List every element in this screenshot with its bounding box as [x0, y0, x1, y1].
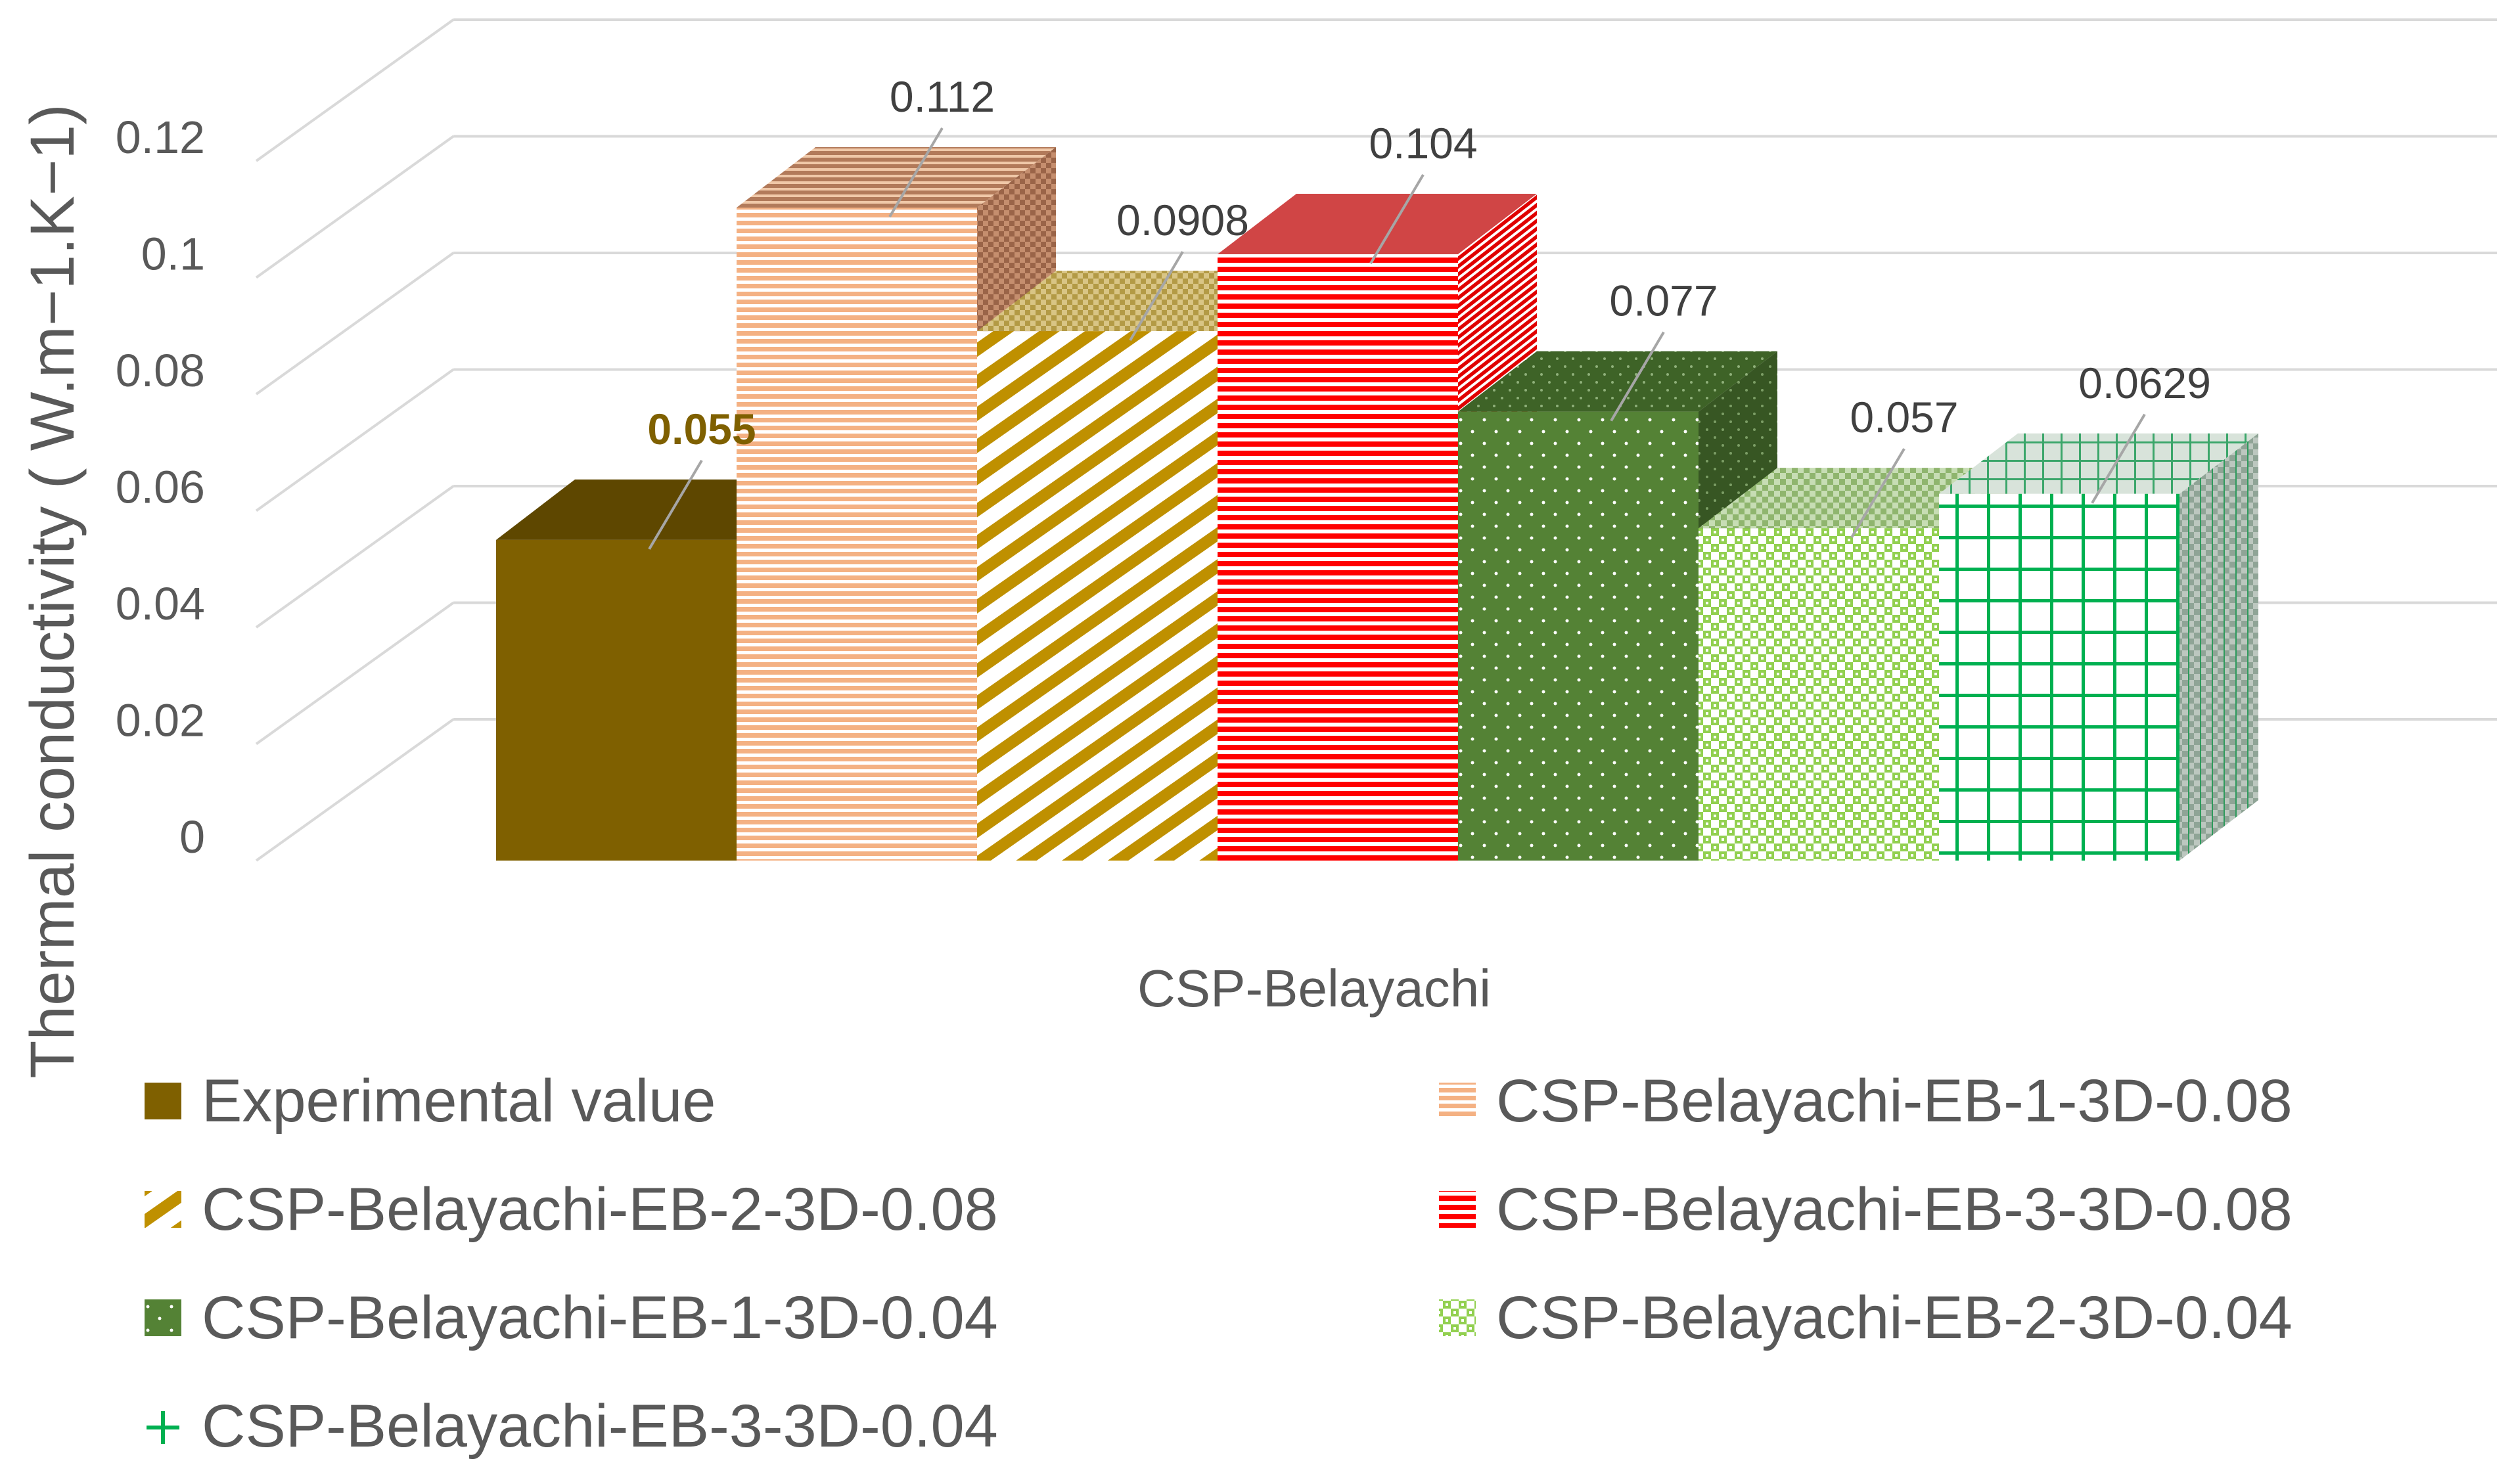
bar-side: [2179, 433, 2258, 861]
y-tick-label: 0.04: [116, 578, 205, 629]
gridline-diagonal: [255, 601, 455, 746]
y-tick-label: 0.12: [116, 112, 205, 163]
legend-item: CSP-Belayachi-EB-2-3D-0.08: [145, 1176, 998, 1243]
bar-top: [1939, 433, 2258, 494]
bar-top: [737, 147, 1056, 208]
legend-swatch: [145, 1083, 181, 1119]
gridline-diagonal: [255, 135, 455, 279]
legend-label: CSP-Belayachi-EB-1-3D-0.08: [1496, 1068, 2293, 1135]
y-tick-label: 0.1: [141, 229, 205, 280]
bar-front: [1699, 528, 1939, 861]
data-label: 0.112: [890, 72, 995, 121]
leader-line: [1369, 173, 1425, 265]
legend-label: CSP-Belayachi-EB-3-3D-0.08: [1496, 1176, 2293, 1243]
gridline-diagonal: [255, 718, 455, 862]
legend-item: CSP-Belayachi-EB-1-3D-0.04: [145, 1284, 998, 1351]
legend-swatch: [1439, 1191, 1476, 1228]
y-axis-title: Thermal conductivity ( W.m−1.K−1): [18, 104, 87, 1079]
legend: Experimental value CSP-Belayachi-EB-1-3D-…: [145, 1068, 2293, 1460]
bar-top: [496, 479, 815, 540]
y-tick-label: 0.06: [116, 462, 205, 513]
gridline-diagonal: [255, 18, 455, 162]
leader-line: [648, 459, 703, 550]
bar-7: [1939, 433, 2258, 861]
bar-front: [977, 331, 1218, 861]
gridline-diagonal: [255, 368, 455, 512]
data-label: 0.104: [1369, 119, 1477, 168]
data-label: 0.0908: [1116, 196, 1249, 244]
legend-label: CSP-Belayachi-EB-2-3D-0.04: [1496, 1284, 2293, 1351]
bar-front: [1218, 254, 1458, 861]
legend-item: CSP-Belayachi-EB-3-3D-0.08: [1439, 1176, 2293, 1243]
leader-line: [888, 127, 944, 218]
legend-item: Experimental value: [145, 1068, 716, 1135]
y-tick-label: 0: [179, 811, 205, 863]
bars: [496, 147, 2258, 861]
bar-front: [737, 208, 977, 861]
bar-top: [1699, 468, 2018, 529]
data-labels: 0.055 0.112 0.0908 0.104 0.077 0.057 0.0629: [647, 72, 2211, 550]
legend-label: CSP-Belayachi-EB-1-3D-0.04: [202, 1284, 998, 1351]
bar-front: [1458, 411, 1699, 861]
y-axis-tick-labels: 0 0.02 0.04 0.06 0.08 0.1 0.12: [116, 112, 205, 863]
legend-swatch: [145, 1191, 181, 1228]
gridline-diagonal: [255, 252, 455, 395]
legend-swatch: [1439, 1299, 1476, 1336]
y-tick-label: 0.02: [116, 695, 205, 746]
data-label: 0.0629: [2078, 359, 2211, 407]
bar-front: [496, 539, 737, 861]
leader-line: [2091, 413, 2146, 504]
bar-front: [1939, 493, 2179, 861]
data-label: 0.055: [647, 405, 756, 453]
legend-label: CSP-Belayachi-EB-2-3D-0.08: [202, 1176, 998, 1243]
leader-line: [1850, 448, 1905, 539]
bar-top: [1218, 194, 1537, 254]
legend-item: CSP-Belayachi-EB-2-3D-0.04: [1439, 1284, 2293, 1351]
legend-item: CSP-Belayachi-EB-3-3D-0.04: [147, 1393, 998, 1460]
gridline-diagonal: [255, 485, 455, 629]
x-axis-category-label: CSP-Belayachi: [1137, 959, 1491, 1018]
legend-swatch: [1439, 1083, 1476, 1119]
legend-label: Experimental value: [202, 1068, 716, 1135]
data-label: 0.057: [1850, 393, 1958, 441]
data-label: 0.077: [1609, 277, 1718, 325]
bar-top: [1458, 351, 1777, 412]
leader-line: [1129, 251, 1184, 342]
y-tick-label: 0.08: [116, 345, 205, 396]
bar-top: [977, 271, 1296, 332]
legend-swatch: [145, 1299, 181, 1336]
legend-item: CSP-Belayachi-EB-1-3D-0.08: [1439, 1068, 2293, 1135]
leader-line: [1610, 331, 1665, 422]
legend-label: CSP-Belayachi-EB-3-3D-0.04: [202, 1393, 998, 1460]
